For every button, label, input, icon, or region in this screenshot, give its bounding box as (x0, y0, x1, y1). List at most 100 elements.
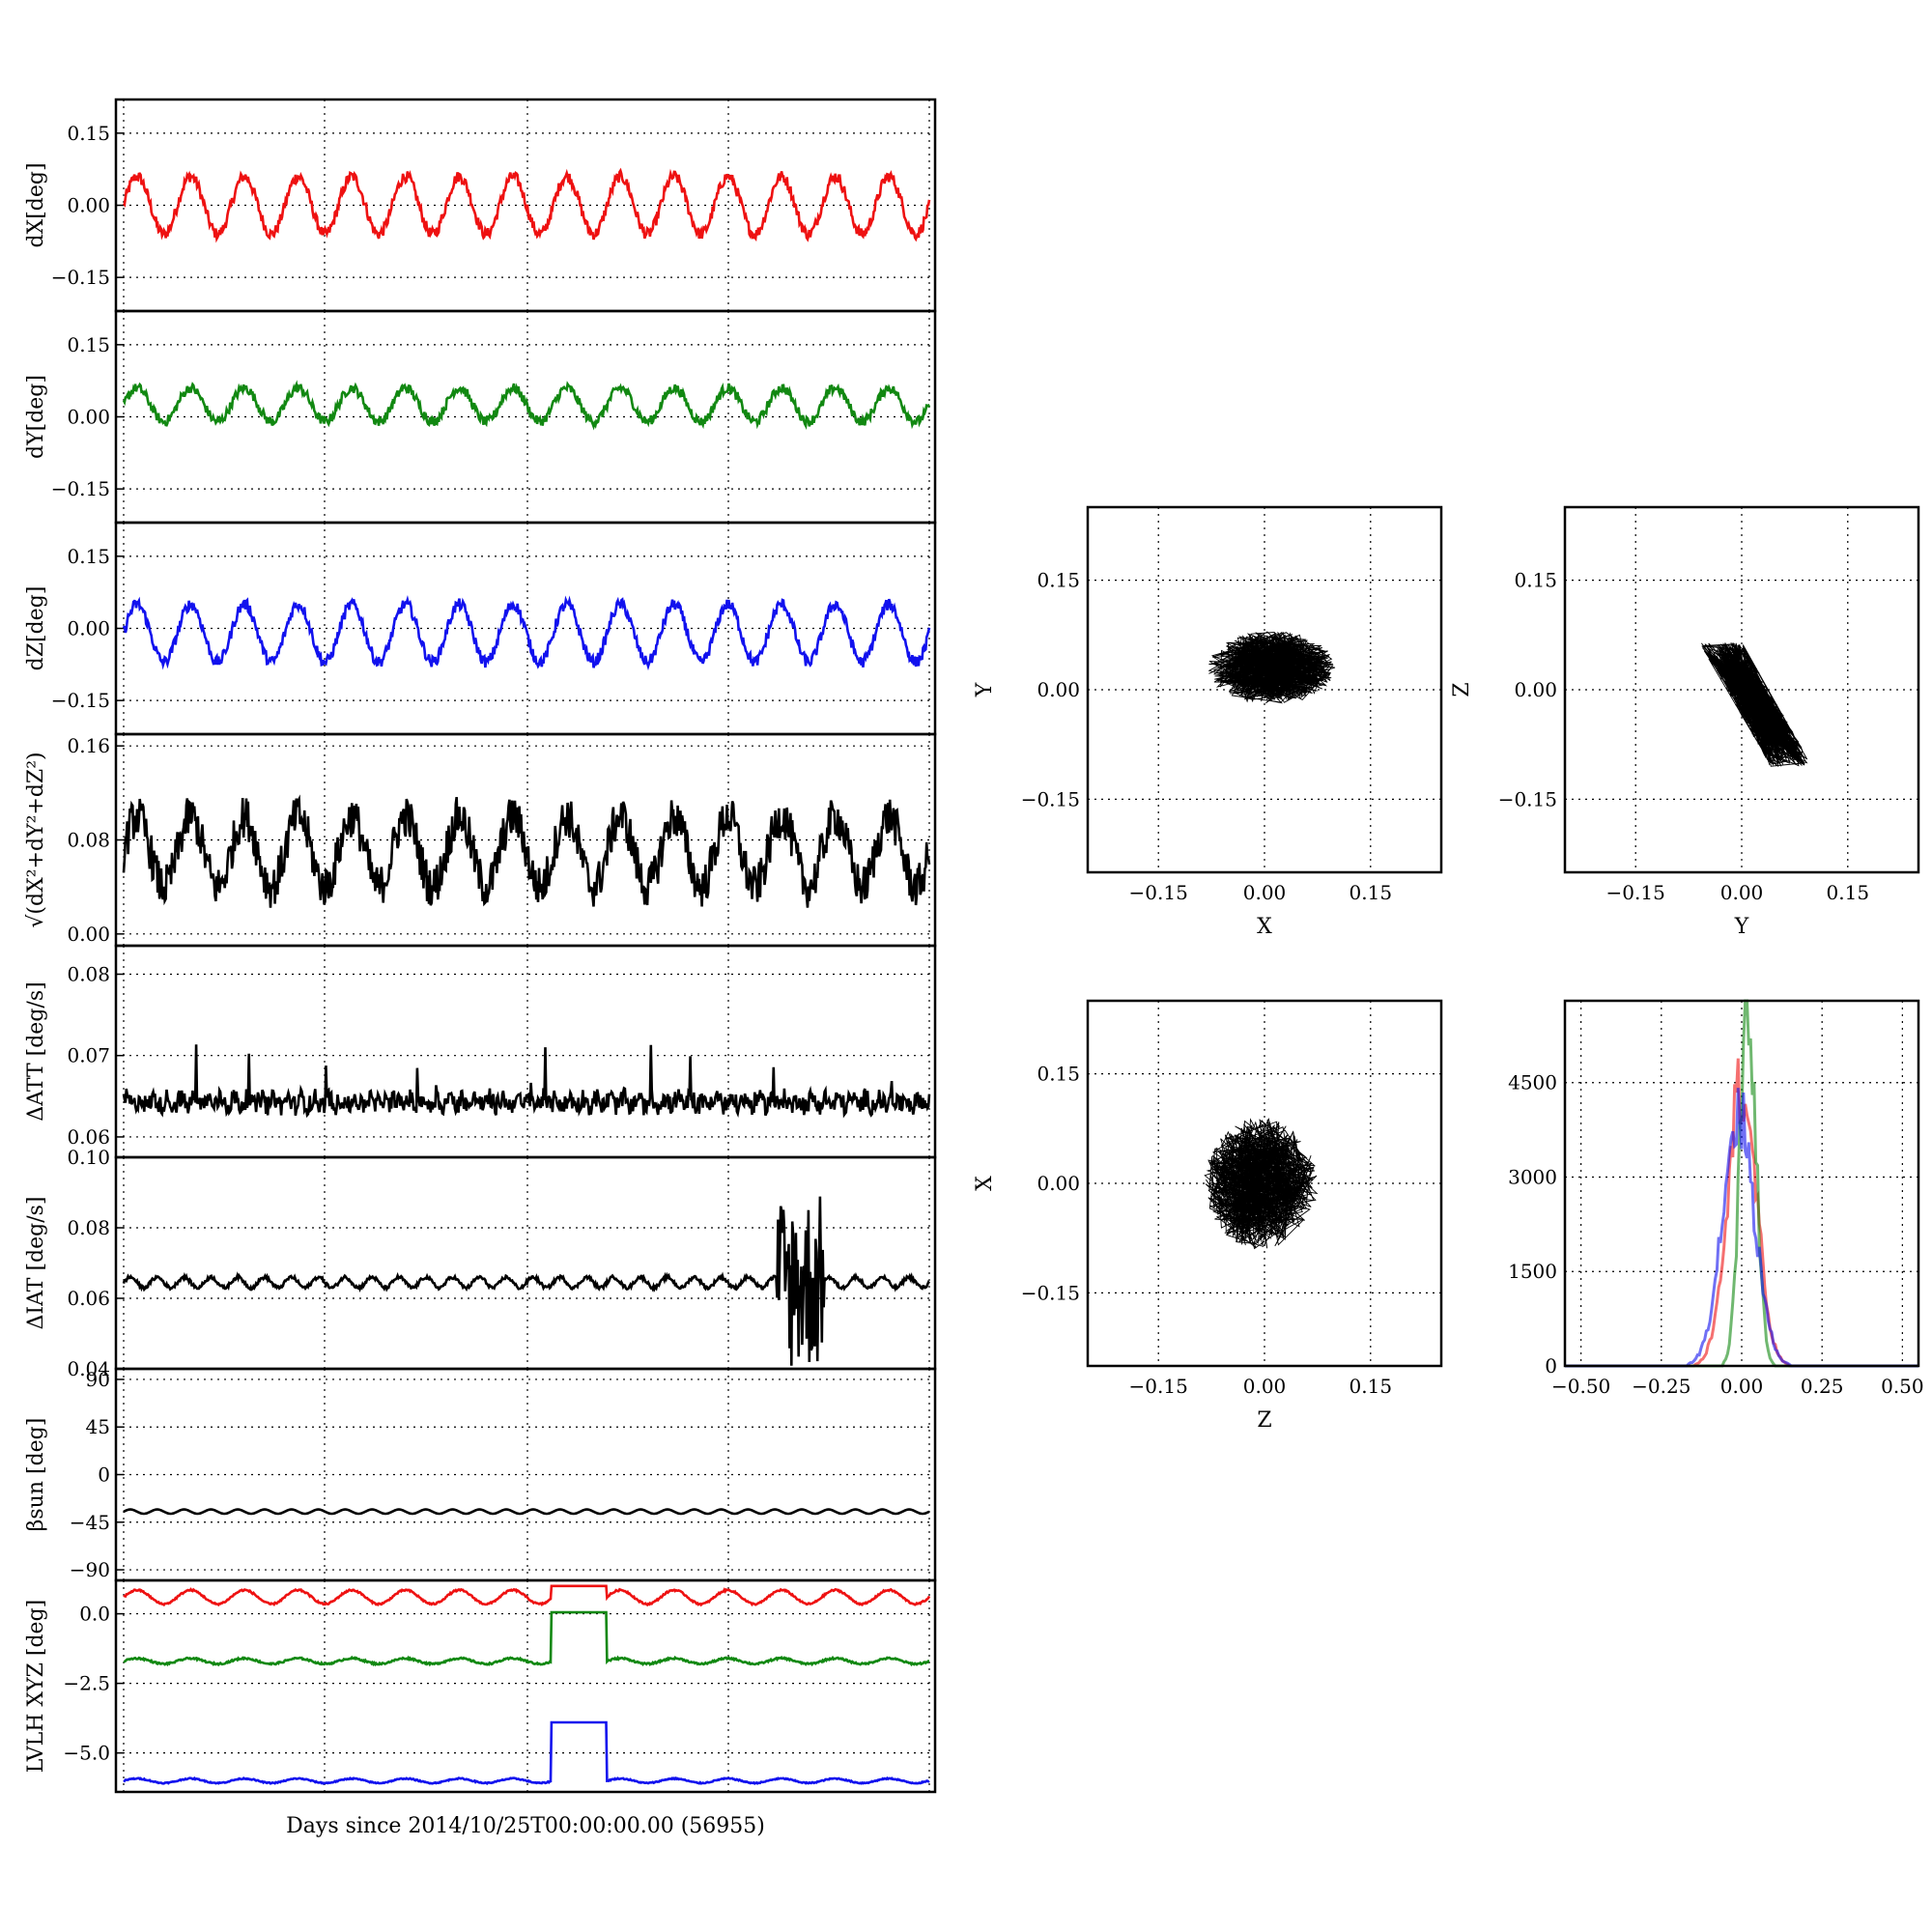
y-tick-label: 0.15 (67, 122, 110, 145)
y-tick-label: 0.00 (1037, 1172, 1080, 1195)
x-tick-label: 0.15 (1827, 881, 1870, 904)
y-tick-label: 0.00 (67, 194, 110, 217)
y-tick-label: 0.00 (67, 923, 110, 946)
series-line-black (123, 1508, 930, 1516)
y-tick-label: 0.15 (1037, 569, 1080, 592)
y-tick-label: −2.5 (63, 1672, 110, 1695)
x-axis-label: Days since 2014/10/25T00:00:00.00 (56955… (286, 1814, 765, 1838)
series-line-black (122, 1196, 931, 1366)
y-tick-label: 0.15 (1037, 1063, 1080, 1086)
timeseries-panel-5: 0.08 0.07 0.06 ΔATT [deg/s] (24, 944, 937, 1159)
x-tick-label: 0.00 (1720, 881, 1764, 904)
y-axis-label: Z (1450, 682, 1474, 696)
y-tick-label: 0.06 (67, 1287, 110, 1310)
y-tick-label: −5.0 (63, 1742, 110, 1765)
y-axis-label: X (973, 1176, 997, 1191)
histogram-panel: −0.50 −0.25 0.00 0.25 0.50 4500 3000 1500 0 (1508, 999, 1924, 1398)
y-axis-label: ΔIAT [deg/s] (24, 1197, 48, 1330)
y-tick-label: 0.15 (67, 333, 110, 356)
series-line-black (122, 794, 931, 908)
y-axis-label: Y (973, 682, 997, 697)
y-tick-label: 45 (86, 1415, 110, 1438)
y-tick-label: 3000 (1508, 1165, 1557, 1188)
histogram-blue (1565, 1088, 1918, 1368)
y-tick-label: −0.15 (51, 477, 110, 500)
scatter-panel-2: −0.15 −0.15 0.00 0.00 0.15 0.15 Y Z (1450, 505, 1920, 939)
x-tick-label: 0.15 (1350, 1375, 1393, 1398)
y-tick-label: 0.00 (67, 406, 110, 429)
trajectory-line (1701, 641, 1808, 768)
y-tick-label: −45 (70, 1511, 110, 1534)
panel-frame (114, 1578, 937, 1794)
y-tick-label: 0.10 (67, 1146, 110, 1169)
series-line-red (123, 1584, 931, 1607)
y-axis-label: LVLH XYZ [deg] (24, 1600, 48, 1774)
y-axis-label: dX[deg] (24, 162, 48, 247)
panel-frame (114, 944, 937, 1159)
y-tick-label: 0.08 (67, 1216, 110, 1239)
y-tick-label: 0 (1545, 1354, 1557, 1378)
timeseries-panel-6: 0.10 0.08 0.06 0.04 ΔIAT [deg/s] (24, 1146, 937, 1380)
y-axis-label: βsun [deg] (24, 1418, 48, 1532)
x-tick-label: 0.15 (1350, 881, 1393, 904)
trajectory-line (1208, 631, 1336, 704)
y-tick-label: −0.15 (1498, 787, 1557, 810)
y-tick-label: 0.06 (67, 1125, 110, 1149)
y-tick-label: 0.00 (67, 617, 110, 640)
y-tick-label: 0.16 (67, 734, 110, 757)
x-tick-label: −0.15 (1606, 881, 1665, 904)
panel-frame (1086, 505, 1443, 874)
y-tick-label: 0.15 (67, 545, 110, 568)
scatter-panel-3: −0.15 −0.15 0.00 0.00 0.15 0.15 Z X (973, 999, 1443, 1433)
x-tick-label: −0.15 (1129, 1375, 1188, 1398)
y-tick-label: 0.00 (1037, 678, 1080, 701)
panel-frame (1086, 999, 1443, 1368)
scatter-panel-1: −0.15 −0.15 0.00 0.00 0.15 0.15 X Y (973, 505, 1443, 939)
series-line-green (122, 380, 931, 431)
timeseries-panel-8: 0.0 −2.5 −5.0 LVLH XYZ [deg] (24, 1578, 937, 1794)
x-tick-label: 0.00 (1243, 1375, 1287, 1398)
trajectory-line (1204, 1118, 1319, 1250)
x-tick-label: −0.15 (1129, 881, 1188, 904)
y-tick-label: 4500 (1508, 1071, 1557, 1094)
timeseries-panel-7: 90 45 0 −45 −90 βsun [deg] (24, 1367, 937, 1582)
x-tick-label: −0.25 (1632, 1375, 1690, 1398)
y-tick-label: −0.15 (1021, 1281, 1080, 1304)
y-tick-label: −90 (70, 1558, 110, 1581)
panel-frame (1563, 999, 1920, 1368)
y-axis-label: ΔATT [deg/s] (24, 981, 48, 1121)
x-tick-label: 0.50 (1881, 1375, 1924, 1398)
x-tick-label: 0.25 (1801, 1375, 1844, 1398)
y-tick-label: −0.15 (1021, 787, 1080, 810)
x-axis-label: Y (1734, 915, 1749, 939)
y-tick-label: −0.15 (51, 689, 110, 712)
timeseries-panel-4: 0.16 0.08 0.00 √(dX²+dY²+dZ²) (24, 732, 937, 948)
y-tick-label: 0.00 (1514, 678, 1557, 701)
y-tick-label: 0 (98, 1463, 110, 1487)
panel-frame (1563, 505, 1920, 874)
y-tick-label: 0.04 (67, 1357, 110, 1380)
y-tick-label: 0.0 (79, 1603, 110, 1626)
y-axis-label: dZ[deg] (24, 586, 48, 671)
y-tick-label: −0.15 (51, 266, 110, 289)
y-axis-label: √(dX²+dY²+dZ²) (24, 752, 48, 927)
y-tick-label: 1500 (1508, 1260, 1557, 1283)
y-axis-label: dY[deg] (24, 375, 48, 459)
series-line-blue (123, 1720, 930, 1785)
x-tick-label: 0.00 (1243, 881, 1287, 904)
x-tick-label: −0.50 (1551, 1375, 1610, 1398)
x-axis-label: Z (1257, 1408, 1271, 1433)
series-line-black (122, 1044, 931, 1119)
x-axis-label: X (1257, 915, 1272, 939)
y-tick-label: 90 (86, 1368, 110, 1391)
y-tick-label: 0.08 (67, 829, 110, 852)
y-tick-label: 0.15 (1514, 569, 1557, 592)
x-tick-label: 0.00 (1720, 1375, 1764, 1398)
y-tick-label: 0.08 (67, 962, 110, 985)
y-tick-label: 0.07 (67, 1044, 110, 1067)
series-line-green (123, 1610, 930, 1667)
